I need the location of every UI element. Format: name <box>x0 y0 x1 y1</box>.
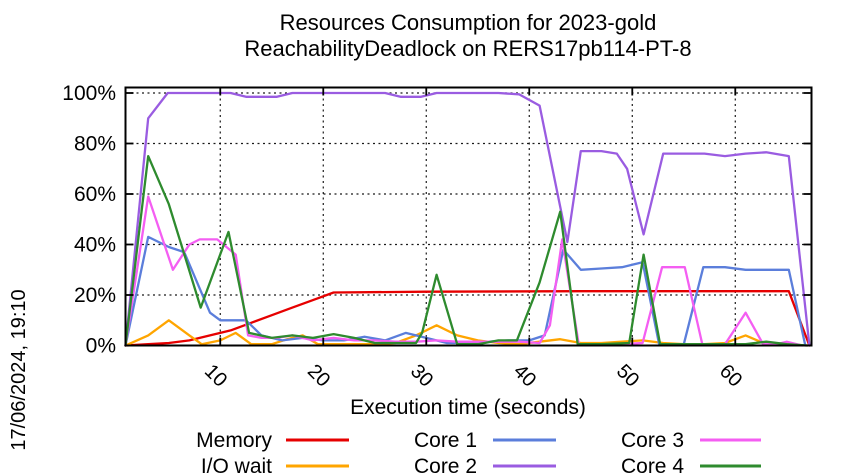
x-tick-label: 40 <box>509 360 540 391</box>
legend-item-core-3: Core 3 <box>621 429 761 452</box>
x-tick-label: 10 <box>200 360 231 391</box>
x-tick-label: 20 <box>303 360 334 391</box>
series-line-core-4 <box>124 154 809 347</box>
legend-label: Core 4 <box>621 455 684 475</box>
frame-layer <box>124 86 813 347</box>
legend-label: Core 2 <box>414 455 477 475</box>
series-line-core-3 <box>124 195 804 347</box>
x-axis-label: Execution time (seconds) <box>350 396 586 419</box>
chart-legend: Memory I/O wait Core 1 Core 2 Core 3 Core 4 <box>196 429 761 475</box>
plot-border <box>124 86 813 347</box>
x-tick-label: 30 <box>406 360 437 391</box>
y-tick-label: 60% <box>74 183 116 206</box>
legend-item-core-2: Core 2 <box>414 455 556 475</box>
legend-item-core-4: Core 4 <box>621 455 761 475</box>
chart-title-line1: Resources Consumption for 2023-gold <box>280 10 657 35</box>
legend-label: I/O wait <box>201 455 272 475</box>
series-layer <box>124 91 811 347</box>
y-tick-label: 40% <box>74 234 116 257</box>
legend-label: Core 1 <box>414 429 477 452</box>
y-tick-label: 20% <box>74 284 116 307</box>
x-tick-label: 60 <box>715 360 746 391</box>
legend-item-memory: Memory <box>196 429 349 452</box>
x-tick-label: 50 <box>612 360 643 391</box>
series-line-core-2 <box>124 91 811 347</box>
legend-item-core-1: Core 1 <box>414 429 556 452</box>
legend-label: Core 3 <box>621 429 684 452</box>
grid-layer <box>125 87 812 346</box>
chart-title-line2: ReachabilityDeadlock on RERS17pb114-PT-8 <box>244 36 691 61</box>
legend-label: Memory <box>196 429 272 452</box>
y-tick-label: 80% <box>74 133 116 156</box>
series-line-core-1 <box>124 235 807 347</box>
legend-item-i-o-wait: I/O wait <box>201 455 349 475</box>
y-tick-label: 0% <box>86 335 116 358</box>
y-tick-label: 100% <box>62 82 116 105</box>
chart-timestamp: 17/06/2024, 19:10 <box>8 289 30 450</box>
series-line-memory <box>124 290 811 347</box>
